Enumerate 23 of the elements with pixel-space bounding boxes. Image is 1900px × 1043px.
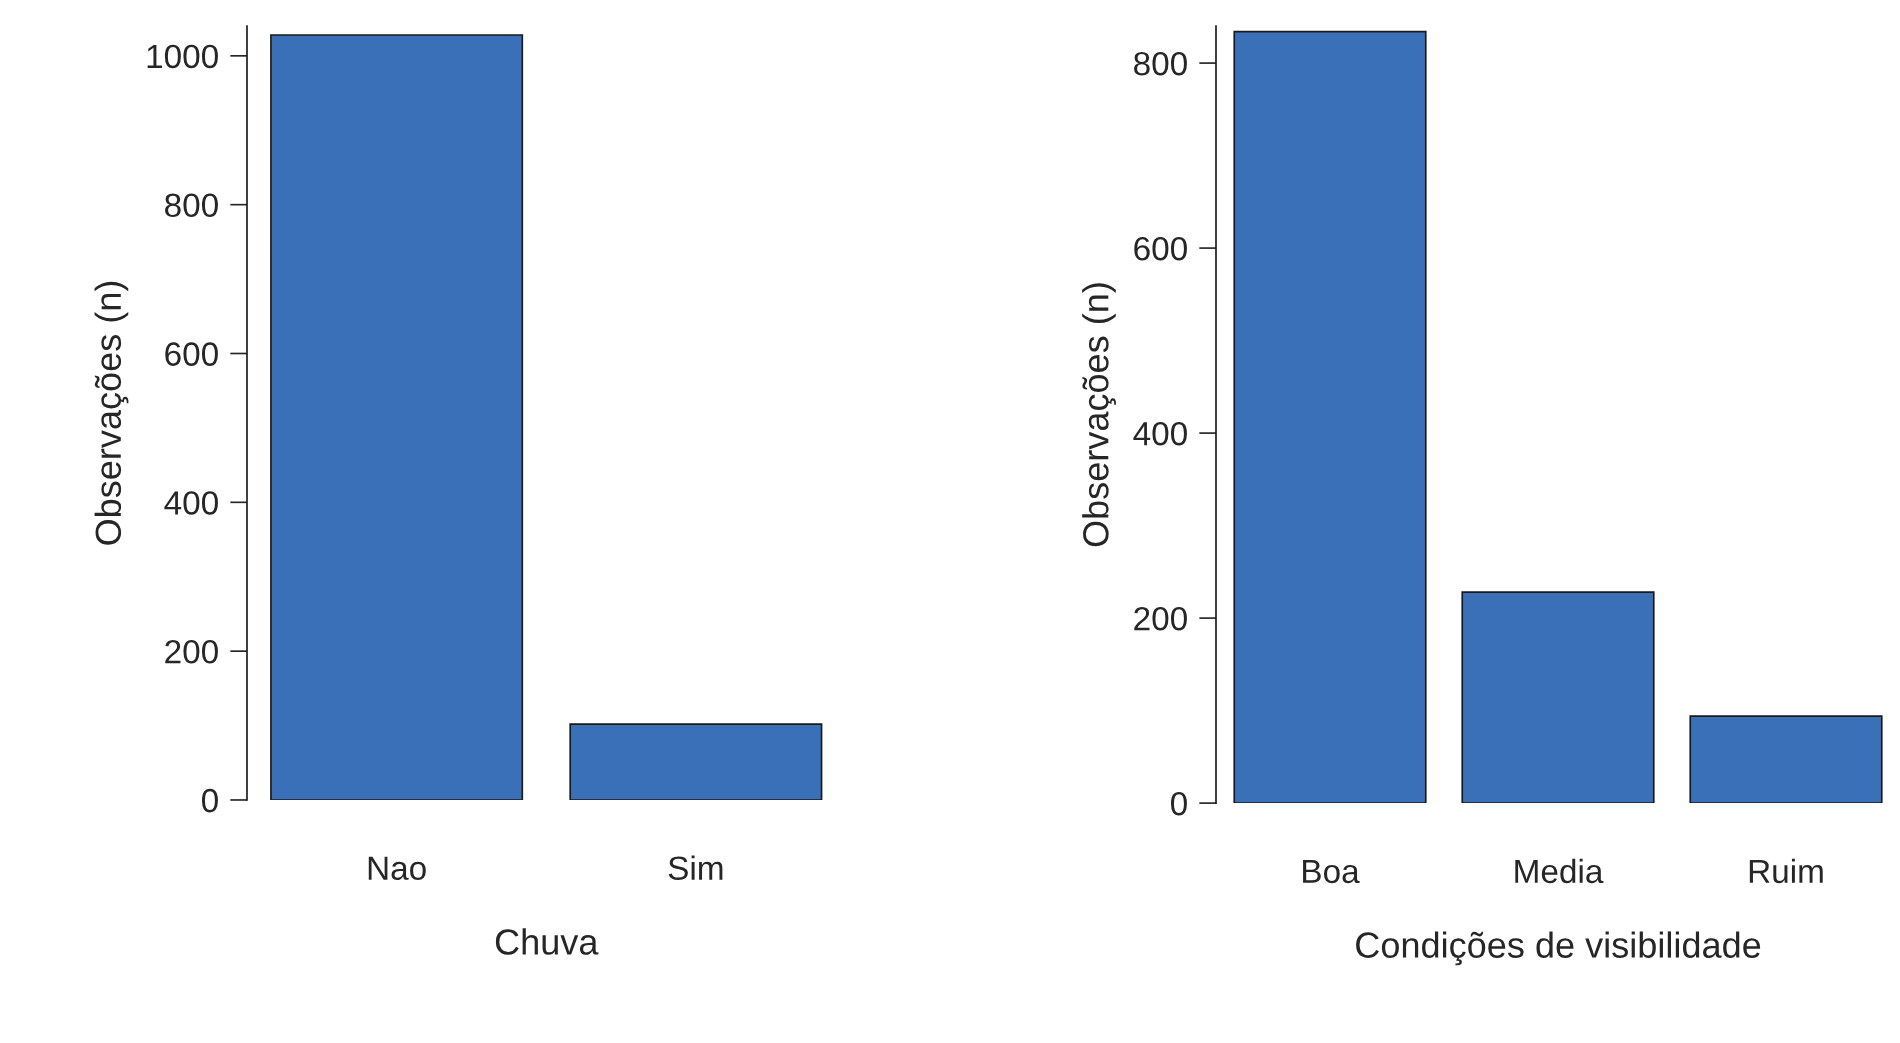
y-tick-label: 400 bbox=[1133, 421, 1187, 446]
y-tick-label: 200 bbox=[165, 639, 218, 664]
y-tick-label: 800 bbox=[1134, 51, 1187, 76]
x-axis-title: Condições de visibilidade bbox=[1356, 931, 1761, 966]
y-tick-label: 800 bbox=[165, 193, 218, 218]
y-axis-title: Observações (n) bbox=[94, 281, 129, 545]
x-axis-title: Chuva bbox=[495, 928, 599, 955]
y-tick-label: 0 bbox=[201, 788, 218, 813]
y-tick-label: 400 bbox=[164, 491, 218, 515]
y-tick-label: 600 bbox=[165, 342, 218, 366]
y-tick-label: 1000 bbox=[147, 44, 218, 69]
y-tick-label: 600 bbox=[1134, 236, 1187, 261]
x-tick-label: Ruim bbox=[1749, 858, 1823, 884]
y-tick-label: 0 bbox=[1170, 791, 1187, 816]
bar bbox=[1233, 30, 1427, 804]
y-tick-label: 200 bbox=[1134, 606, 1187, 631]
y-axis-title: Observações (n) bbox=[1082, 283, 1116, 547]
x-tick-label: Media bbox=[1515, 858, 1604, 884]
x-tick-label: Nao bbox=[368, 856, 426, 881]
x-tick-label: Boa bbox=[1303, 859, 1360, 884]
x-tick-label: Sim bbox=[668, 855, 723, 881]
bar bbox=[1689, 715, 1883, 804]
bar bbox=[1461, 591, 1655, 804]
